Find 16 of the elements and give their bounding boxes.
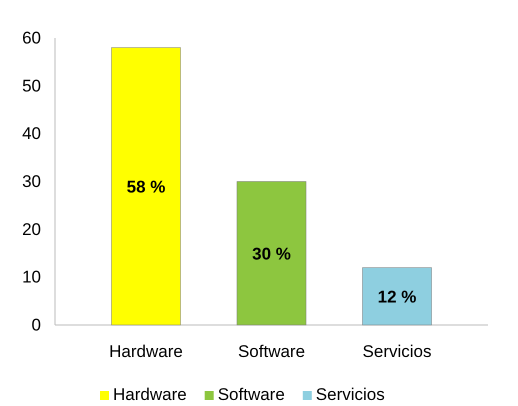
x-tick-label: Servicios — [362, 342, 432, 362]
y-tick-label: 10 — [22, 268, 41, 287]
x-tick-label: Software — [238, 342, 306, 362]
legend-label: Software — [218, 385, 285, 404]
data-label: 30 % — [252, 244, 291, 264]
y-tick-label: 40 — [22, 124, 41, 144]
y-tick-label: 60 — [22, 28, 41, 48]
y-tick-label: 30 — [22, 172, 41, 191]
y-tick-label: 20 — [22, 220, 41, 239]
legend-label: Servicios — [316, 385, 385, 404]
legend-label: Hardware — [113, 385, 187, 404]
x-tick-label: Hardware — [109, 342, 183, 362]
data-label: 58 % — [126, 177, 166, 196]
data-label: 12 % — [378, 287, 416, 306]
y-tick-label: 50 — [22, 76, 41, 96]
y-tick-label: 0 — [32, 315, 41, 334]
